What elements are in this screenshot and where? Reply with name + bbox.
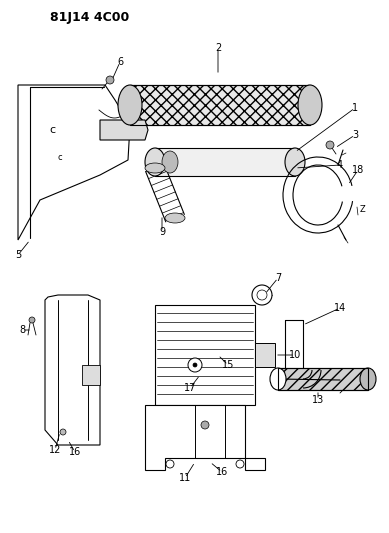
Text: c: c [58,154,62,163]
Text: 2: 2 [215,43,221,53]
Text: 14: 14 [334,303,346,313]
Bar [278,368,368,390]
Ellipse shape [298,85,322,125]
Circle shape [236,460,244,468]
Polygon shape [18,85,130,240]
Text: 1: 1 [352,103,358,113]
Text: 6: 6 [117,57,123,67]
Polygon shape [82,365,100,385]
Ellipse shape [285,148,305,176]
Bar [155,305,255,405]
Polygon shape [100,120,148,140]
Bar [130,85,310,125]
Text: 15: 15 [222,360,234,370]
Text: Z: Z [360,206,366,214]
Ellipse shape [162,151,178,173]
Circle shape [188,358,202,372]
Ellipse shape [270,368,286,390]
Text: 11: 11 [179,473,191,483]
Text: 16: 16 [69,447,81,457]
Text: c: c [49,125,55,135]
Text: 10: 10 [289,350,301,360]
Circle shape [29,317,35,323]
Circle shape [326,141,334,149]
Circle shape [257,290,267,300]
Ellipse shape [145,163,165,173]
Ellipse shape [165,213,185,223]
Text: 13: 13 [312,395,324,405]
Text: 7: 7 [275,273,281,283]
Polygon shape [45,295,100,445]
Text: 12: 12 [49,445,61,455]
Text: 3: 3 [352,130,358,140]
Text: 81J14 4C00: 81J14 4C00 [50,12,129,25]
Polygon shape [145,405,265,470]
Bar [130,85,310,125]
Text: 4: 4 [337,160,343,170]
Polygon shape [255,343,275,367]
Ellipse shape [145,148,165,176]
Text: 8: 8 [19,325,25,335]
Ellipse shape [360,368,376,390]
Text: 16: 16 [216,467,228,477]
Text: 9: 9 [159,227,165,237]
Ellipse shape [118,85,142,125]
Text: 17: 17 [184,383,196,393]
Bar [278,368,368,390]
Circle shape [193,363,197,367]
Text: 18: 18 [352,165,364,175]
Circle shape [106,76,114,84]
Text: 5: 5 [15,250,21,260]
Circle shape [166,460,174,468]
Circle shape [60,429,66,435]
Bar [155,148,295,176]
Circle shape [252,285,272,305]
Circle shape [201,421,209,429]
